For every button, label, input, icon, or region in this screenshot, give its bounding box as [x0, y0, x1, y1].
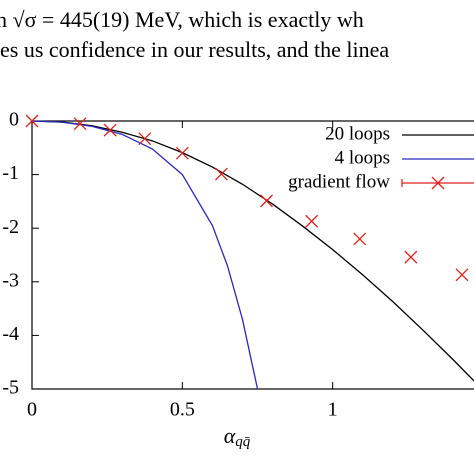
y-tick-label: -1: [2, 162, 19, 184]
paragraph-line: es us confidence in our results, and the…: [0, 37, 389, 62]
y-tick-label: -3: [2, 269, 19, 291]
data-point: [305, 214, 319, 228]
legend-label: gradient flow: [288, 171, 390, 192]
x-axis-label: αqq̄: [224, 423, 251, 450]
y-tick-label: -5: [2, 377, 19, 399]
data-point: [404, 250, 418, 264]
plot-frame: [31, 120, 474, 390]
data-point: [25, 114, 39, 128]
x-label-main: α: [224, 423, 236, 448]
data-point: [455, 268, 469, 282]
x-label-sub: qq̄: [235, 434, 251, 450]
y-tick-label: -4: [2, 323, 19, 345]
series-line: [31, 120, 474, 382]
data-point: [214, 167, 228, 181]
legend-label: 20 loops: [325, 123, 390, 144]
data-point: [353, 232, 367, 246]
y-tick-label: 0: [9, 109, 19, 131]
data-point: [103, 123, 117, 137]
data-point: [73, 117, 87, 131]
data-point: [260, 194, 273, 208]
series-line: [31, 120, 259, 390]
legend-swatch: [431, 176, 445, 190]
legend-label: 4 loops: [335, 147, 390, 168]
data-point: [138, 132, 152, 146]
x-tick-label: 0: [27, 399, 37, 421]
x-tick-label: 0.5: [170, 399, 195, 421]
x-tick-label: 1: [328, 399, 338, 421]
y-tick-label: -2: [2, 216, 19, 238]
data-point: [175, 146, 189, 160]
paragraph-line: h √σ = 445(19) MeV, which is exactly wh: [0, 7, 364, 32]
